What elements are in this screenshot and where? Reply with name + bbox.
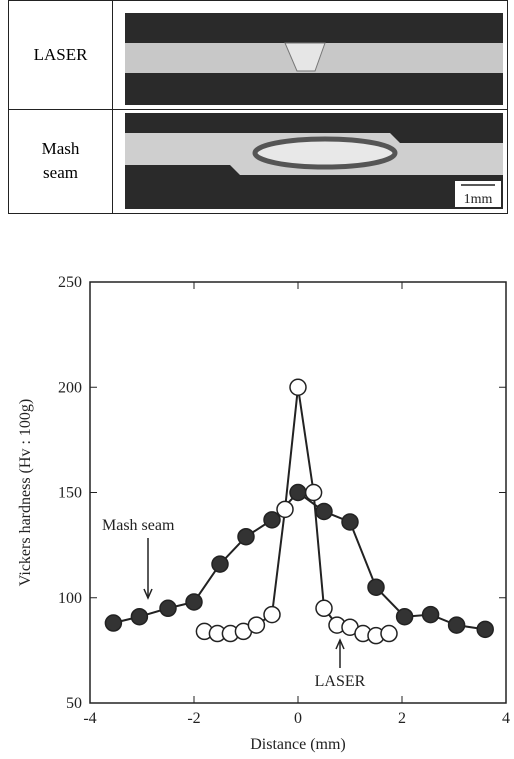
chart: -4 -2 0 2 4 50 100 150 200 250 Distance (mm) Vicker… [17,274,510,753]
x-axis-label: Distance (mm) [250,736,346,753]
y-axis-label: Vickers hardness (Hv : 100g) [17,399,34,586]
data-point [315,599,333,618]
y-tick-label: 200 [58,379,82,396]
data-point [104,614,123,632]
y-tick-label: 100 [58,590,82,607]
series-annotation: LASER [315,673,366,690]
y-tick-label: 250 [58,274,82,291]
data-point [447,616,466,634]
micrograph [125,13,503,105]
data-point [421,605,440,624]
row-label: Mash seam [9,109,113,213]
data-point [237,527,255,546]
data-point [304,483,323,502]
data-point [315,502,333,521]
data-point [211,555,229,573]
data-point [395,607,414,626]
scale-label: 1mm [464,192,493,207]
micrograph: 1mm [125,113,503,209]
data-point [159,599,177,618]
row-label: LASER [9,1,113,109]
x-tick-label: 0 [294,710,302,727]
x-tick-label: -4 [83,710,96,727]
data-point [367,578,385,596]
data-point [185,593,203,611]
data-point [289,378,307,396]
data-point [247,616,266,634]
y-tick-label: 150 [58,485,82,502]
data-point [380,624,398,643]
data-point [341,513,359,531]
data-point [263,511,281,529]
data-point [476,620,494,639]
annotation-arrowhead [143,588,153,600]
x-tick-label: 4 [502,710,510,727]
x-tick-label: -2 [187,710,200,727]
micrograph-table: LASER Mash seam 1mm [8,0,508,214]
x-tick-label: 2 [398,710,406,727]
data-point [263,605,281,624]
annotation-arrowhead [335,638,345,650]
series-annotation: Mash seam [102,517,175,534]
laser-row: LASER [9,1,507,110]
mash-row: Mash seam 1mm [9,109,507,213]
y-tick-label: 50 [66,695,82,712]
series-line [204,387,390,637]
data-point [276,500,294,519]
data-point [130,607,149,626]
data-point [289,483,307,502]
